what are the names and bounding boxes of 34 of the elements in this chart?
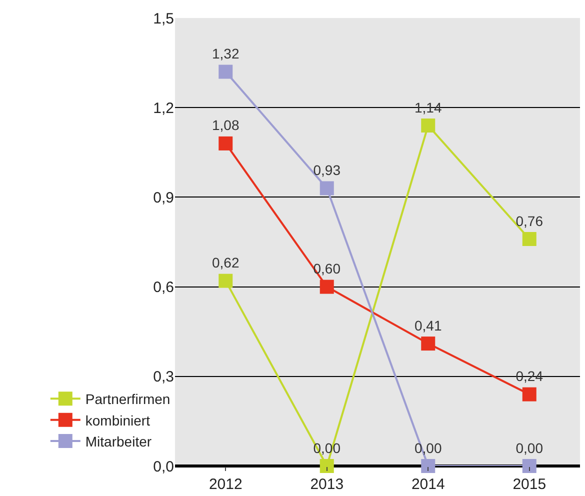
x-tick-label: 2015 <box>512 476 546 493</box>
point <box>522 387 536 402</box>
point <box>522 232 536 246</box>
data-label: 1,32 <box>212 46 240 62</box>
legend-label: kombiniert <box>85 412 150 428</box>
point <box>320 280 334 294</box>
x-tick-label: 2012 <box>208 476 242 493</box>
data-label: 1,08 <box>212 117 240 134</box>
data-label: 0,41 <box>414 317 442 334</box>
y-tick-label: 0,0 <box>153 458 174 476</box>
y-tick-label: 0,9 <box>153 189 174 206</box>
point <box>320 459 334 473</box>
point <box>320 181 334 196</box>
x-tick-label: 2014 <box>411 476 445 493</box>
legend-label: Partnerfirmen <box>85 391 170 408</box>
point <box>218 136 233 150</box>
data-label: 0,00 <box>414 440 442 456</box>
point <box>421 459 436 473</box>
y-tick-label: 0,3 <box>153 368 174 386</box>
data-label: 0,93 <box>313 162 341 178</box>
data-label: 0,60 <box>313 260 341 277</box>
point <box>218 274 233 288</box>
point <box>218 64 233 79</box>
y-tick-label: 0,6 <box>153 279 174 296</box>
point <box>421 118 436 133</box>
point <box>421 336 436 351</box>
y-tick-label: 1,2 <box>153 100 174 117</box>
data-label: 0,62 <box>212 254 240 271</box>
point <box>522 459 536 473</box>
legend-label: Mitarbeiter <box>85 434 152 450</box>
y-tick-label: 1,5 <box>153 10 174 28</box>
data-label: 0,76 <box>516 212 544 229</box>
data-label: 0,00 <box>516 440 544 456</box>
x-tick-label: 2013 <box>310 476 344 493</box>
